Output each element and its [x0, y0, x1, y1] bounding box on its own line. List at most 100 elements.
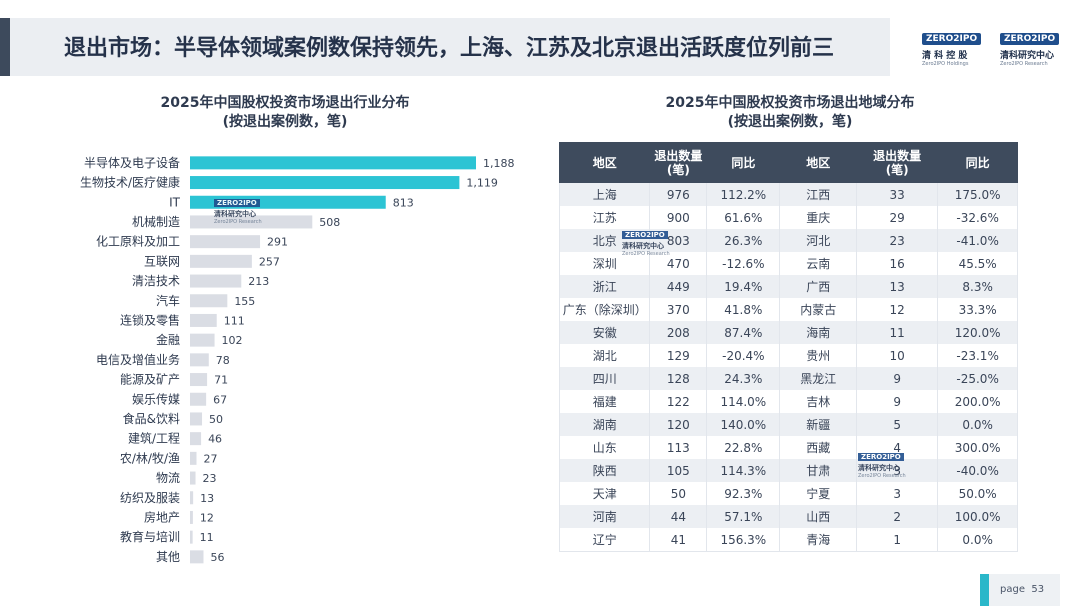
bar	[190, 432, 202, 446]
value-label: 50	[209, 413, 223, 426]
title-bar	[10, 18, 890, 76]
cell-yoy-2: -32.6%	[937, 206, 1018, 229]
cell-count: 470	[649, 252, 708, 275]
cell-yoy-2: -23.1%	[937, 344, 1018, 367]
region-exit-table: 地区 退出数量 (笔) 同比 地区 退出数量 (笔) 同比 上海 976 112.2…	[558, 142, 1018, 552]
cell-yoy: 61.6%	[706, 206, 781, 229]
value-label: 1,188	[483, 157, 515, 170]
cell-yoy-2: 120.0%	[937, 321, 1018, 344]
cell-region-2: 甘肃	[779, 459, 858, 482]
cell-count: 122	[649, 390, 708, 413]
cell-count-2: 13	[856, 275, 939, 298]
value-label: 46	[208, 433, 222, 446]
value-label: 56	[210, 551, 224, 564]
category-label: 半导体及电子设备	[84, 156, 180, 170]
category-label: 机械制造	[132, 214, 180, 229]
cell-region-2: 新疆	[779, 413, 858, 436]
value-label: 1,119	[466, 177, 498, 190]
category-label: 清洁技术	[132, 274, 180, 288]
table-row: 陕西 105 114.3% 甘肃 3 -40.0%	[558, 459, 1018, 482]
table-header-row: 地区 退出数量 (笔) 同比 地区 退出数量 (笔) 同比	[558, 142, 1018, 183]
zero2ipo-research-logo: ZERO2IPO 清科研究中心 Zero2IPO Research	[1000, 26, 1074, 67]
cell-yoy-2: 50.0%	[937, 482, 1018, 505]
watermark-logo: ZERO2IPO 清科研究中心 Zero2IPO Research	[214, 199, 262, 225]
cell-yoy-2: -41.0%	[937, 229, 1018, 252]
cell-count: 208	[649, 321, 708, 344]
cell-count-2: 3	[856, 459, 939, 482]
cell-count-2: 2	[856, 505, 939, 528]
value-label: 27	[204, 452, 218, 465]
cell-yoy: 92.3%	[706, 482, 781, 505]
category-label: IT	[169, 195, 181, 209]
cell-region-2: 山西	[779, 505, 858, 528]
page-number-box	[980, 574, 1060, 606]
cell-count-2: 3	[856, 482, 939, 505]
cell-count-2: 12	[856, 298, 939, 321]
bar	[190, 176, 460, 190]
cell-region: 河南	[558, 505, 651, 528]
table-row: 江苏 900 61.6% 重庆 29 -32.6%	[558, 206, 1018, 229]
bar	[190, 156, 476, 170]
cell-yoy: 112.2%	[706, 182, 781, 206]
cell-yoy: 57.1%	[706, 505, 781, 528]
cell-region-2: 青海	[779, 528, 858, 552]
cell-count-2: 9	[856, 367, 939, 390]
cell-region-2: 内蒙古	[779, 298, 858, 321]
cell-yoy: 41.8%	[706, 298, 781, 321]
bar	[190, 333, 215, 347]
cell-count-2: 1	[856, 528, 939, 552]
cell-yoy: 114.0%	[706, 390, 781, 413]
cell-count-2: 23	[856, 229, 939, 252]
cell-count: 370	[649, 298, 708, 321]
cell-region: 辽宁	[558, 528, 651, 552]
table-row: 广东（除深圳） 370 41.8% 内蒙古 12 33.3%	[558, 298, 1018, 321]
cell-region: 湖北	[558, 344, 651, 367]
zero2ipo-holdings-logo: ZERO2IPO 清 科 控 股 Zero2IPO Holdings	[922, 26, 996, 67]
industry-bar-chart: 半导体及电子设备 1,188 生物技术/医疗健康 1,119 IT 813 机械制造 508 化…	[80, 156, 515, 564]
value-label: 23	[203, 472, 217, 485]
bar	[190, 392, 207, 406]
category-label: 化工原料及加工	[96, 235, 180, 249]
cell-region: 山东	[558, 436, 651, 459]
table-row: 天津 50 92.3% 宁夏 3 50.0%	[558, 482, 1018, 505]
cell-region: 安徽	[558, 321, 651, 344]
cell-region: 深圳	[558, 252, 651, 275]
bar	[190, 235, 261, 249]
title-accent-bar	[0, 18, 10, 76]
value-label: 12	[200, 511, 214, 524]
table-row: 四川 128 24.3% 黑龙江 9 -25.0%	[558, 367, 1018, 390]
table-row: 辽宁 41 156.3% 青海 1 0.0%	[558, 528, 1018, 552]
cell-yoy: 140.0%	[706, 413, 781, 436]
cell-yoy-2: 0.0%	[937, 528, 1018, 552]
value-label: 213	[248, 275, 269, 288]
page-title: 退出市场：半导体领域案例数保持领先，上海、江苏及北京退出活跃度位列前三	[64, 36, 835, 61]
category-label: 电信及增值业务	[96, 352, 180, 367]
category-label: 汽车	[156, 293, 180, 308]
cell-count: 120	[649, 413, 708, 436]
cell-count-2: 33	[856, 182, 939, 206]
value-label: 102	[222, 334, 243, 347]
region-table-title: 2025年中国股权投资市场退出地域分布 (按退出案例数，笔)	[665, 95, 915, 130]
cell-count-2: 9	[856, 390, 939, 413]
bar	[190, 254, 252, 268]
bar	[190, 215, 313, 229]
col-header-yoy-2: 同比	[937, 142, 1018, 183]
category-label: 教育与培训	[120, 529, 180, 544]
bar	[190, 373, 208, 387]
cell-count: 44	[649, 505, 708, 528]
cell-region-2: 贵州	[779, 344, 858, 367]
value-label: 291	[267, 236, 288, 249]
watermark-logo: ZERO2IPO 清科研究中心 Zero2IPO Research	[858, 453, 906, 479]
value-label: 111	[224, 314, 245, 327]
cell-yoy-2: -40.0%	[937, 459, 1018, 482]
cell-count: 50	[649, 482, 708, 505]
cell-region: 浙江	[558, 275, 651, 298]
table-row: 浙江 449 19.4% 广西 13 8.3%	[558, 275, 1018, 298]
value-label: 71	[214, 374, 228, 387]
col-header-count: 退出数量 (笔)	[649, 142, 708, 183]
category-label: 生物技术/医疗健康	[80, 175, 180, 190]
bar	[190, 471, 196, 485]
bar	[190, 313, 217, 327]
cell-region: 福建	[558, 390, 651, 413]
category-label: 金融	[156, 332, 180, 347]
